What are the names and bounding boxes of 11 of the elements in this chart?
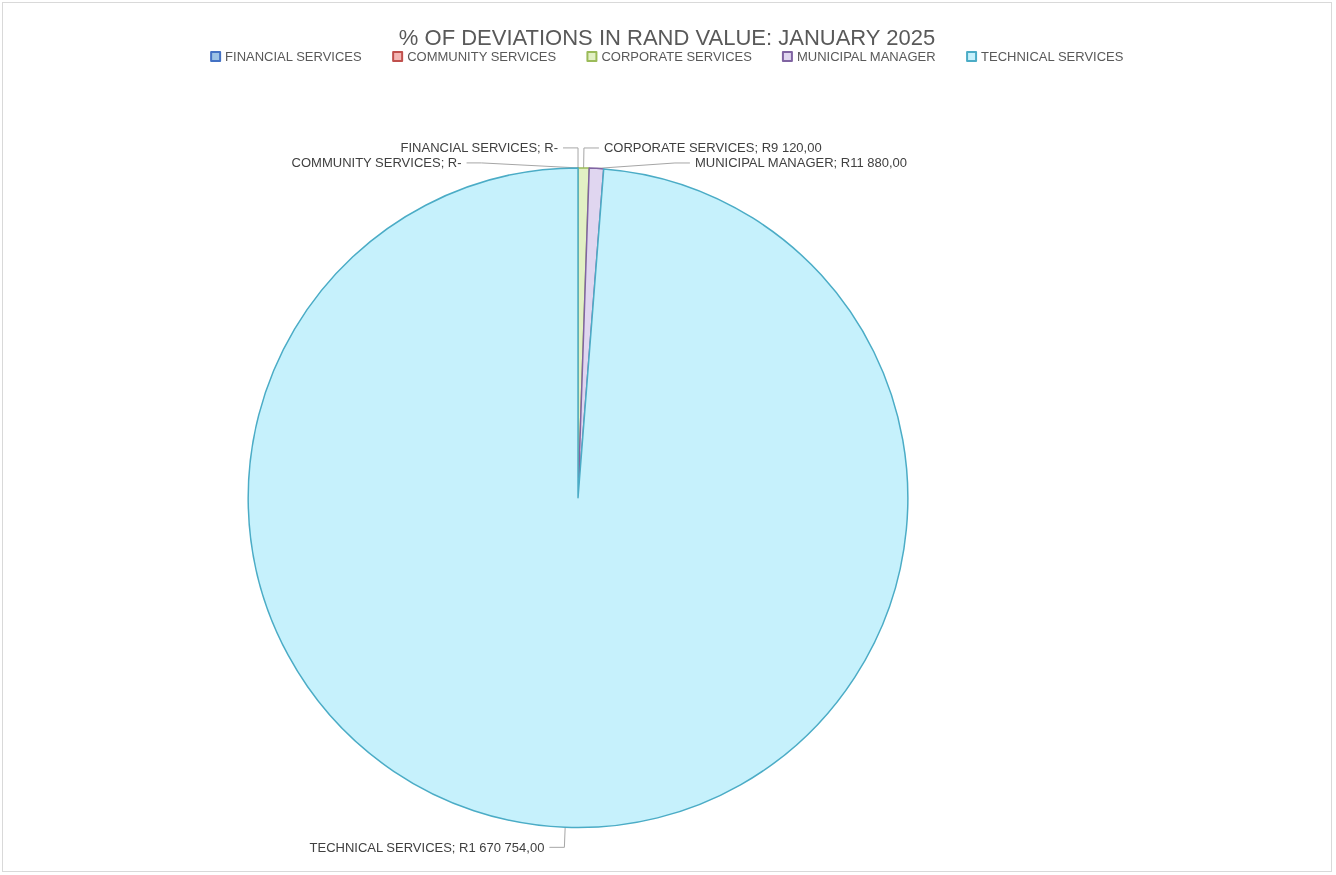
legend-label: CORPORATE SERVICES [601,49,753,64]
chart-title: % OF DEVIATIONS IN RAND VALUE: JANUARY 2025 [398,24,936,50]
text: COMMUNITY SERVICES; R- [291,155,462,171]
data-label: TECHNICAL SERVICES; R1 670 754,00 [309,839,545,855]
legend-label: FINANCIAL SERVICES [225,49,362,64]
legend-label: TECHNICAL SERVICES [981,49,1124,64]
data-label: MUNICIPAL MANAGER; R11 880,00 [694,155,908,171]
data-label: CORPORATE SERVICES; R9 120,00 [603,140,822,156]
legend-label: MUNICIPAL MANAGER [796,49,936,64]
legend-label: COMMUNITY SERVICES [407,49,557,64]
text: FINANCIAL SERVICES; R- [400,140,559,156]
